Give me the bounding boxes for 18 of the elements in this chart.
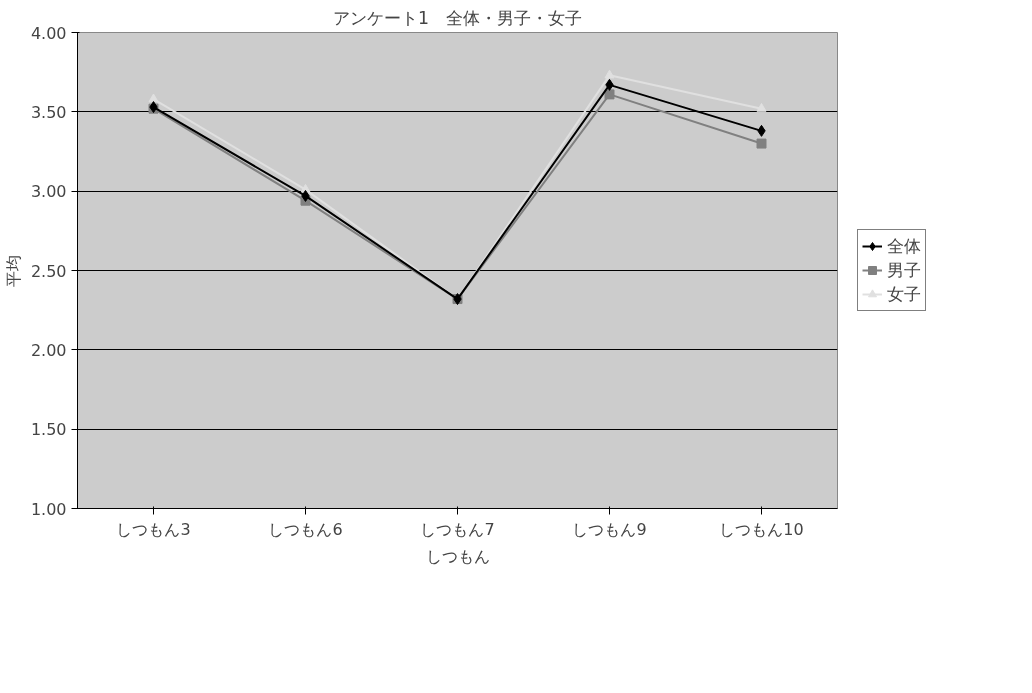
legend-label: 全体 bbox=[887, 235, 921, 258]
x-tick-label: しつもん6 bbox=[268, 519, 343, 539]
x-tick-label: しつもん3 bbox=[116, 519, 191, 539]
y-tick-label: 1.50 bbox=[30, 420, 67, 440]
y-tick-label: 2.50 bbox=[30, 261, 67, 281]
y-tick-label: 1.00 bbox=[30, 499, 67, 519]
y-tick-label: 3.50 bbox=[30, 102, 67, 122]
x-tick-label: しつもん10 bbox=[719, 519, 804, 539]
y-tick-label: 2.00 bbox=[30, 340, 67, 360]
y-tick-label: 4.00 bbox=[30, 23, 67, 43]
x-tick-label: しつもん9 bbox=[572, 519, 647, 539]
legend-label: 女子 bbox=[887, 283, 921, 306]
x-tick-label: しつもん7 bbox=[420, 519, 495, 539]
legend-label: 男子 bbox=[887, 259, 921, 282]
chart-title: アンケート1 全体・男子・女子 bbox=[332, 7, 583, 28]
y-axis-title: 平均 bbox=[3, 254, 23, 287]
y-tick-label: 3.00 bbox=[30, 182, 67, 202]
x-axis-title: しつもん bbox=[425, 546, 490, 566]
